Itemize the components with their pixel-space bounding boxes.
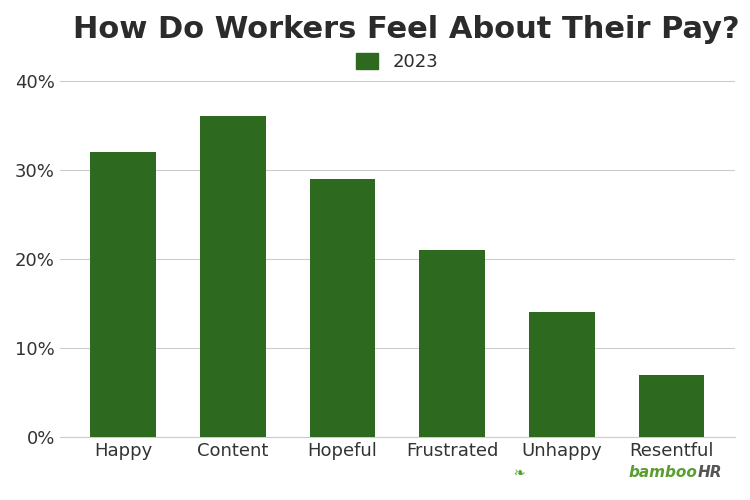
Text: ❧: ❧ [514, 466, 525, 480]
Text: HR: HR [698, 465, 722, 480]
Bar [310, 179, 376, 437]
Bar [91, 152, 156, 437]
Bar [638, 375, 704, 437]
Legend: 2023: 2023 [350, 46, 445, 78]
Bar [200, 116, 266, 437]
Text: bamboo: bamboo [628, 465, 698, 480]
Bar [419, 250, 485, 437]
Text: How Do Workers Feel About Their Pay?: How Do Workers Feel About Their Pay? [74, 15, 740, 44]
Bar [529, 312, 595, 437]
